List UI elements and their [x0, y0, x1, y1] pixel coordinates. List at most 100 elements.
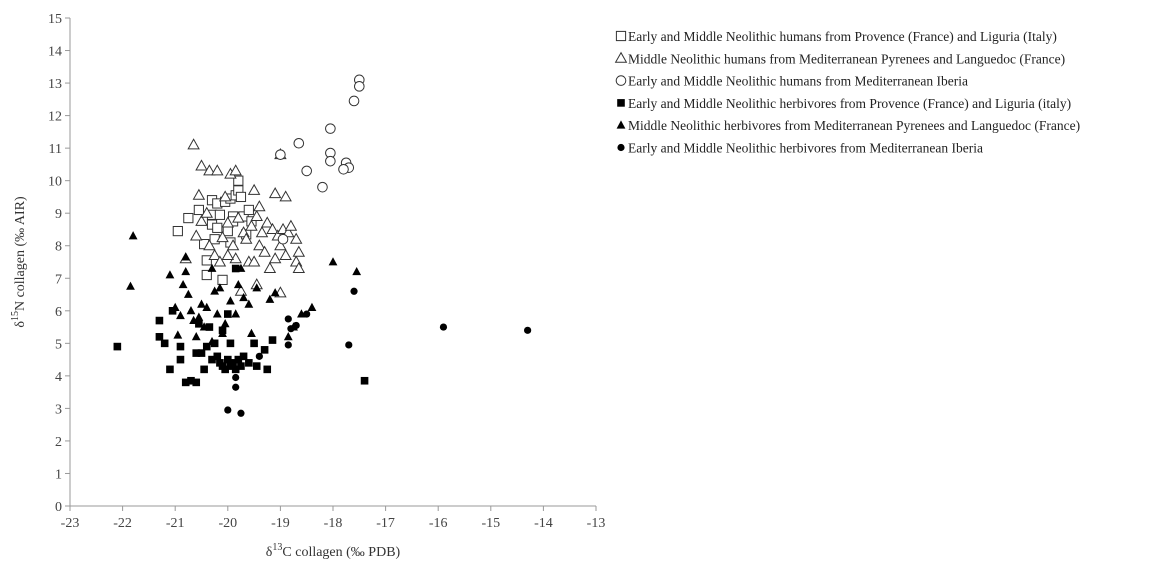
- data-point: [205, 323, 214, 331]
- series-3: [275, 74, 365, 245]
- data-point: [235, 191, 247, 203]
- x-axis-title: δ13C collagen (‰ PDB): [266, 542, 401, 560]
- x-axis-title-delta: δ: [266, 545, 273, 560]
- data-point: [216, 230, 229, 243]
- data-point: [181, 252, 191, 261]
- legend-label: Early and Middle Neolithic herbivores fr…: [628, 141, 983, 156]
- data-point: [317, 181, 328, 193]
- legend: Early and Middle Neolithic humans from P…: [614, 29, 1080, 156]
- data-point: [231, 264, 240, 273]
- y-tick-label: 7: [55, 272, 62, 287]
- data-point: [244, 299, 254, 308]
- x-tick-label: -21: [166, 516, 185, 531]
- data-point: [155, 316, 164, 325]
- data-point: [258, 245, 271, 257]
- data-point: [232, 211, 245, 223]
- data-point: [213, 352, 222, 361]
- legend-item: Middle Neolithic humans from Mediterrane…: [614, 51, 1065, 66]
- data-point: [243, 204, 254, 216]
- data-point: [354, 81, 365, 92]
- data-point: [178, 279, 188, 289]
- data-point: [252, 362, 261, 370]
- data-point: [195, 214, 208, 226]
- data-point: [328, 257, 338, 266]
- legend-marker: [615, 75, 627, 86]
- data-point: [360, 376, 369, 385]
- data-point: [239, 232, 253, 244]
- data-point: [231, 365, 240, 374]
- data-point: [183, 289, 193, 298]
- data-point: [245, 359, 253, 367]
- series-5: [126, 231, 362, 346]
- y-axis-title-delta: δ: [13, 321, 28, 328]
- data-point: [247, 328, 256, 337]
- data-point: [213, 255, 227, 267]
- data-point: [199, 322, 209, 331]
- data-point: [217, 274, 228, 285]
- data-point: [325, 123, 336, 134]
- data-point: [245, 219, 258, 231]
- data-point: [231, 309, 241, 318]
- data-point: [250, 339, 258, 348]
- data-point: [207, 336, 217, 346]
- data-point: [221, 248, 235, 260]
- data-point: [197, 349, 206, 357]
- x-tick-label: -20: [218, 516, 237, 531]
- data-point: [247, 255, 261, 267]
- data-point: [212, 309, 222, 318]
- data-point: [187, 138, 200, 150]
- data-point: [210, 286, 220, 295]
- x-tick-label: -22: [113, 516, 132, 531]
- data-point: [165, 270, 175, 279]
- legend-label: Middle Neolithic herbivores from Mediter…: [628, 118, 1080, 133]
- legend-item: Early and Middle Neolithic humans from M…: [615, 74, 968, 89]
- data-point: [218, 328, 227, 337]
- data-point: [194, 312, 204, 321]
- y-tick-label: 5: [55, 337, 62, 352]
- data-point: [200, 365, 208, 374]
- data-point: [232, 373, 240, 382]
- data-point: [211, 164, 224, 176]
- data-point: [255, 352, 263, 360]
- data-point: [126, 281, 135, 290]
- data-point: [181, 266, 191, 276]
- data-point: [176, 310, 185, 320]
- legend-marker: [615, 30, 627, 42]
- data-point: [268, 252, 282, 264]
- data-point: [274, 239, 287, 251]
- data-point: [287, 325, 295, 333]
- data-point: [200, 206, 214, 218]
- data-point: [195, 320, 203, 328]
- data-point: [203, 164, 216, 176]
- data-point: [229, 164, 242, 176]
- data-point: [166, 365, 174, 374]
- data-point: [325, 155, 336, 167]
- data-point: [260, 346, 269, 354]
- data-point: [170, 302, 180, 311]
- data-point: [183, 212, 194, 224]
- data-point: [275, 149, 286, 160]
- data-point: [192, 349, 201, 357]
- data-point: [233, 175, 244, 186]
- data-point: [263, 261, 277, 274]
- data-point: [226, 239, 240, 251]
- data-point: [289, 232, 303, 244]
- data-point: [292, 321, 300, 330]
- y-tick-label: 15: [48, 12, 62, 27]
- data-point: [189, 229, 203, 241]
- data-point: [239, 352, 248, 361]
- data-point: [221, 216, 235, 228]
- data-point: [307, 302, 317, 311]
- x-axis-ticks: -23 -22 -21 -20 -19 -18 -17 -16 -15 -14 -13: [61, 506, 605, 531]
- y-tick-label: 9: [55, 207, 62, 222]
- data-point: [234, 355, 243, 364]
- data-point: [189, 315, 199, 324]
- data-point: [338, 163, 349, 175]
- data-point: [233, 279, 243, 289]
- data-point: [270, 288, 280, 297]
- data-point: [181, 378, 190, 387]
- data-point: [155, 333, 164, 341]
- data-point: [195, 159, 208, 171]
